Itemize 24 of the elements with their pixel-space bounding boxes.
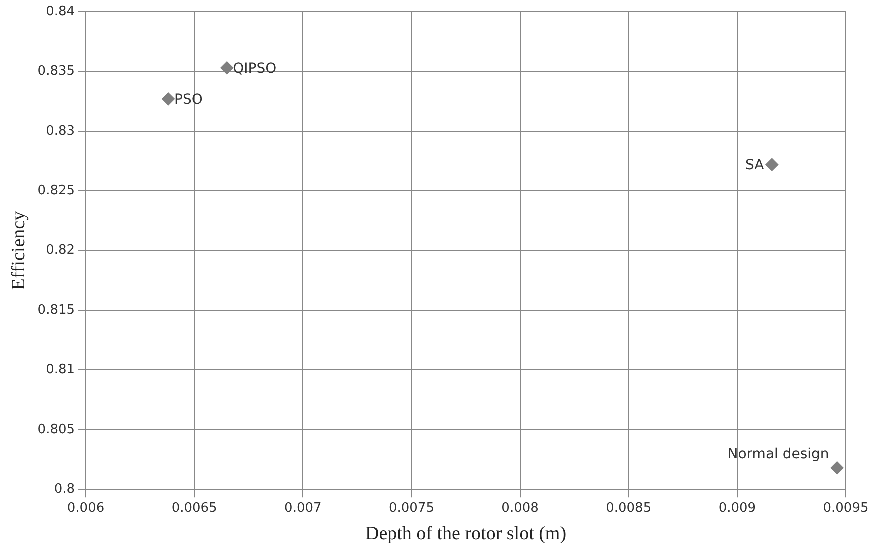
y-tick-label: 0.81 xyxy=(46,362,76,378)
x-axis-title: Depth of the rotor slot (m) xyxy=(365,524,567,545)
y-tick-label: 0.83 xyxy=(46,124,76,139)
x-tick-label: 0.009 xyxy=(718,500,756,516)
point xyxy=(162,92,176,106)
y-tick-label: 0.8 xyxy=(54,482,76,497)
point xyxy=(220,62,234,75)
x-tick-label: 0.007 xyxy=(284,500,322,516)
y-tick-label: 0.835 xyxy=(38,64,76,80)
annotation: SA xyxy=(745,157,765,174)
y-tick-label: 0.805 xyxy=(38,422,76,438)
x-tick-label: 0.0085 xyxy=(606,500,652,516)
y-axis-title: Efficiency xyxy=(8,210,30,290)
y-tick-label: 0.84 xyxy=(46,4,76,20)
y-tick-label: 0.825 xyxy=(38,183,76,198)
x-tick-label: 0.008 xyxy=(502,500,539,516)
point xyxy=(766,158,779,172)
x-tick-label: 0.0075 xyxy=(388,500,434,516)
point xyxy=(830,462,844,475)
y-tick-label: 0.82 xyxy=(46,243,76,258)
x-tick-label: 0.006 xyxy=(67,500,105,516)
x-tick-label: 0.0065 xyxy=(172,500,218,516)
y-tick-label: 0.815 xyxy=(38,302,76,318)
x-tick-label: 0.0095 xyxy=(823,500,869,516)
